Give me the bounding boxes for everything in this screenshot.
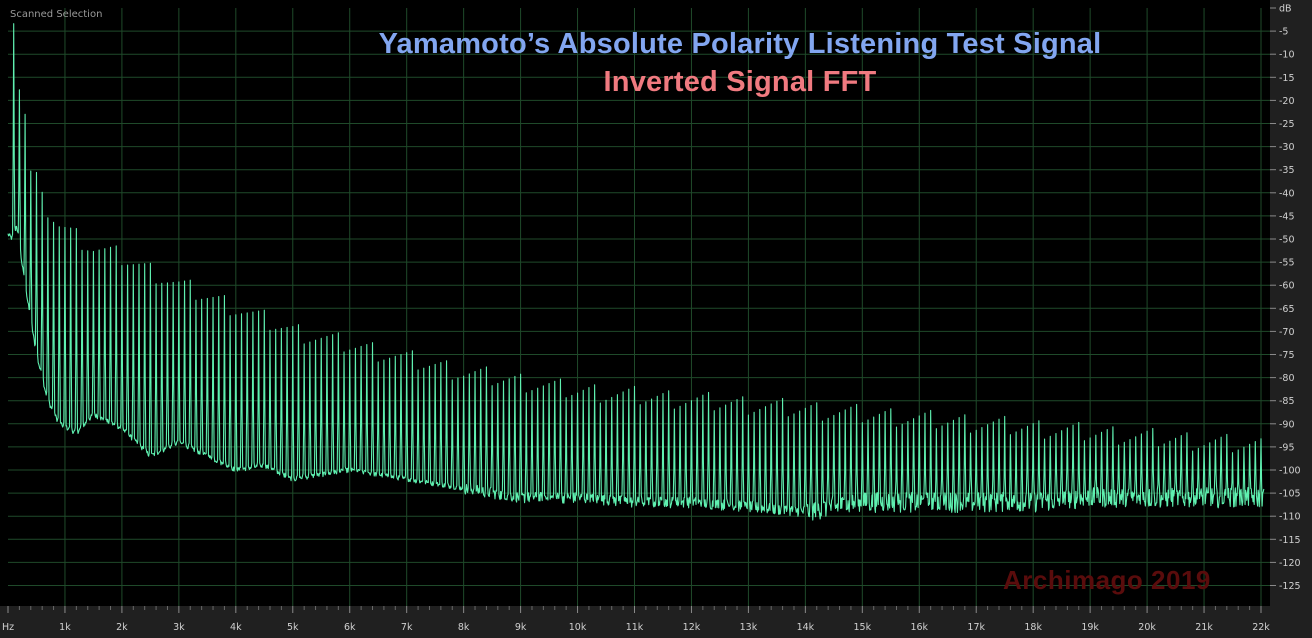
frequency-axis-ticks: Hz 1k 2k 3k 4k 5k 6k 7k 8k 9k 10k 11k 12k 13k 14k 15k 16…: [2, 606, 1270, 633]
freq-tick-label: 8k: [458, 622, 470, 633]
db-tick-label: -25: [1279, 119, 1295, 130]
freq-tick-label: 5k: [287, 622, 299, 633]
db-axis-panel[interactable]: [1270, 0, 1312, 638]
db-tick-label: -55: [1279, 258, 1295, 269]
freq-tick-label: 3k: [173, 622, 185, 633]
db-tick-label: -115: [1279, 535, 1301, 546]
freq-tick-label: 4k: [230, 622, 242, 633]
freq-tick-label: 19k: [1081, 622, 1099, 633]
db-tick-label: -80: [1279, 373, 1295, 384]
db-tick-label: -95: [1279, 442, 1295, 453]
spectrum-trace: [7, 23, 1265, 521]
freq-tick-label: Hz: [2, 622, 14, 633]
freq-tick-label: 20k: [1138, 622, 1156, 633]
chart-title: Yamamoto’s Absolute Polarity Listening T…: [378, 28, 1102, 60]
db-tick-label: -105: [1279, 489, 1301, 500]
freq-tick-label: 12k: [683, 622, 701, 633]
freq-tick-label: 6k: [344, 622, 356, 633]
freq-tick-label: 1k: [59, 622, 71, 633]
db-tick-label: -110: [1279, 512, 1301, 523]
freq-tick-label: 21k: [1195, 622, 1213, 633]
scanned-selection-label: Scanned Selection: [10, 9, 103, 20]
freq-tick-label: 18k: [1024, 622, 1042, 633]
db-tick-label: -30: [1279, 142, 1295, 153]
freq-tick-label: 2k: [116, 622, 128, 633]
grid-lines: [8, 8, 1270, 606]
db-tick-label: -40: [1279, 188, 1295, 199]
db-tick-label: -70: [1279, 327, 1295, 338]
freq-tick-label: 16k: [910, 622, 928, 633]
db-tick-label: -20: [1279, 96, 1295, 107]
chart-subtitle: Inverted Signal FFT: [603, 66, 877, 98]
db-tick-label: -45: [1279, 211, 1295, 222]
db-tick-label: -50: [1279, 235, 1295, 246]
db-tick-label: -90: [1279, 419, 1295, 430]
db-tick-label: -85: [1279, 396, 1295, 407]
db-tick-label: -35: [1279, 165, 1295, 176]
db-tick-label: -100: [1279, 466, 1301, 477]
freq-tick-label: 9k: [515, 622, 527, 633]
db-tick-label: -125: [1279, 581, 1301, 592]
freq-tick-label: 22k: [1252, 622, 1270, 633]
freq-tick-label: 17k: [967, 622, 985, 633]
db-tick-label: -60: [1279, 281, 1295, 292]
db-tick-label: -120: [1279, 558, 1301, 569]
freq-tick-label: 15k: [854, 622, 872, 633]
db-axis-ticks: dB -5 -10 -15 -20 -25 -30 -35 -40 -45 -50 -55 -60 -65…: [1270, 4, 1301, 592]
freq-tick-label: 7k: [401, 622, 413, 633]
db-tick-label: -75: [1279, 350, 1295, 361]
db-tick-label: -5: [1279, 27, 1288, 38]
db-tick-label: -15: [1279, 73, 1295, 84]
freq-tick-label: 11k: [626, 622, 644, 633]
freq-tick-label: 14k: [797, 622, 815, 633]
fft-spectrum-line: [7, 23, 1265, 521]
db-tick-label: dB: [1279, 4, 1292, 15]
watermark-text: Archimago 2019: [1003, 565, 1211, 595]
freq-tick-label: 13k: [740, 622, 758, 633]
frequency-axis-panel[interactable]: [0, 606, 1312, 638]
db-tick-label: -10: [1279, 50, 1295, 61]
freq-tick-label: 10k: [569, 622, 587, 633]
db-tick-label: -65: [1279, 304, 1295, 315]
